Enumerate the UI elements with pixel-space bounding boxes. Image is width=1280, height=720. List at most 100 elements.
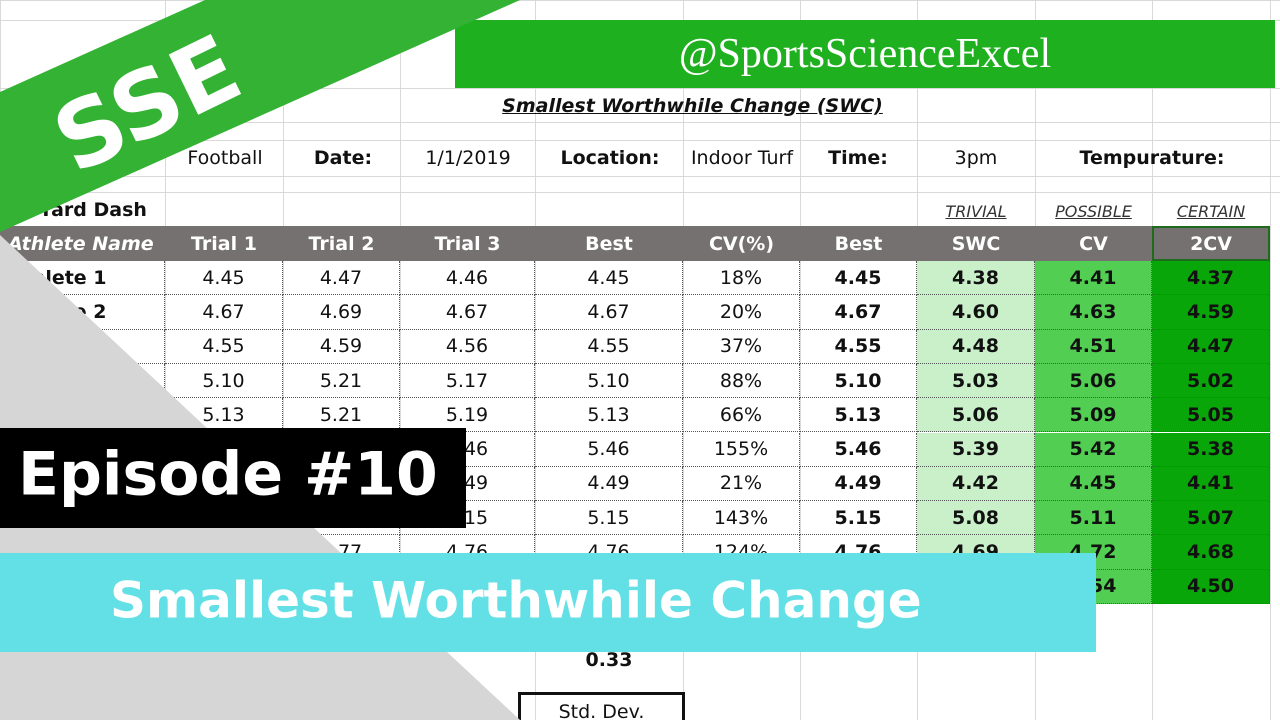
value-cell: 5.39 <box>917 432 1035 467</box>
value-cell: 88% <box>683 363 800 399</box>
grid-line <box>0 192 1280 193</box>
header-cell: Athlete Name <box>8 232 154 255</box>
value-cell: 155% <box>683 432 800 467</box>
info-text: 3pm <box>954 147 998 169</box>
value-cell: 4.59 <box>283 329 400 364</box>
value-cell: 4.50 <box>1152 569 1270 604</box>
value-cell: 4.55 <box>535 329 683 364</box>
value-cell: 5.09 <box>1035 398 1152 433</box>
info-text: Date: <box>313 147 373 169</box>
value-cell: 5.13 <box>800 398 917 433</box>
info-text: Indoor Turf <box>690 147 794 169</box>
header-cell: Trial 2 <box>308 232 375 255</box>
value-cell: 5.06 <box>1035 363 1152 399</box>
value-cell: 5.10 <box>535 363 683 399</box>
header-cell: SWC <box>951 232 1001 255</box>
value-cell: 4.51 <box>1035 329 1152 364</box>
header-cell: Best <box>834 232 883 255</box>
info-text: 1/1/2019 <box>425 147 511 169</box>
header-cell: Trial 3 <box>434 232 501 255</box>
topic-band <box>0 553 1096 652</box>
info-text: Time: <box>828 147 888 169</box>
value-cell: 5.38 <box>1152 432 1270 467</box>
value-cell: 4.41 <box>1035 261 1152 296</box>
value-cell: 4.45 <box>535 261 683 296</box>
value-cell: 4.47 <box>283 261 400 296</box>
level-label: TRIVIAL <box>945 201 1007 221</box>
episode-text: Episode #10 <box>18 440 438 510</box>
value-cell: 4.49 <box>800 466 917 502</box>
info-text: Football <box>187 147 263 169</box>
value-cell: 4.49 <box>535 466 683 502</box>
value-cell: 4.45 <box>165 261 283 296</box>
value-cell: 5.19 <box>400 398 535 433</box>
value-cell: 5.03 <box>917 363 1035 399</box>
value-cell: 4.67 <box>535 295 683 330</box>
green-band <box>0 0 520 232</box>
value-cell: 4.68 <box>1152 535 1270 570</box>
value-cell: 66% <box>683 398 800 433</box>
grid-line <box>0 0 1280 1</box>
episode-box <box>0 428 466 528</box>
value-cell: 4.46 <box>400 261 535 296</box>
grid-line <box>0 88 1280 89</box>
value-cell: 5.15 <box>800 501 917 536</box>
grid-line <box>165 0 166 720</box>
value-cell: 4.47 <box>1152 329 1270 364</box>
value-cell: 5.13 <box>535 398 683 433</box>
selected-cell <box>1152 226 1270 261</box>
summary-value: 0.33 <box>585 649 633 671</box>
value-cell: 5.46 <box>800 432 917 467</box>
value-cell: 37% <box>683 329 800 364</box>
banner: @SportsScienceExcel <box>455 20 1275 88</box>
value-cell: 4.55 <box>800 329 917 364</box>
value-cell: 4.56 <box>400 329 535 364</box>
value-cell: 5.46 <box>535 432 683 467</box>
value-cell: 5.17 <box>400 363 535 399</box>
grid-line <box>0 122 1280 123</box>
std-label: Std. Dev. <box>518 692 685 720</box>
value-cell: 4.63 <box>1035 295 1152 330</box>
grid-line <box>0 140 1280 141</box>
value-cell: 4.48 <box>917 329 1035 364</box>
value-cell: 5.21 <box>283 363 400 399</box>
grid-line <box>1270 0 1271 720</box>
subtitle: Smallest Worthwhile Change (SWC) <box>502 95 883 117</box>
value-cell: 4.55 <box>165 329 283 364</box>
grid-line <box>283 0 284 720</box>
grid-line <box>683 0 684 720</box>
value-cell: 21% <box>683 466 800 502</box>
value-cell: 5.07 <box>1152 501 1270 536</box>
info-text: Tempurature: <box>1079 147 1225 169</box>
value-cell: 5.42 <box>1035 432 1152 467</box>
value-cell: 5.06 <box>917 398 1035 433</box>
value-cell: 5.05 <box>1152 398 1270 433</box>
level-label: CERTAIN <box>1176 201 1246 221</box>
grid-line <box>0 176 1280 177</box>
value-cell: 4.69 <box>283 295 400 330</box>
topic-text: Smallest Worthwhile Change <box>110 572 922 630</box>
level-label: POSSIBLE <box>1055 201 1132 221</box>
value-cell: 4.59 <box>1152 295 1270 330</box>
value-cell: 5.11 <box>1035 501 1152 536</box>
value-cell: 4.37 <box>1152 261 1270 296</box>
value-cell: 20% <box>683 295 800 330</box>
value-cell: 4.67 <box>800 295 917 330</box>
value-cell: 4.45 <box>1035 466 1152 502</box>
value-cell: 4.67 <box>400 295 535 330</box>
header-cell: CV <box>1079 232 1108 255</box>
value-cell: 5.10 <box>165 363 283 399</box>
value-cell: 5.02 <box>1152 363 1270 399</box>
grid-line <box>400 0 401 720</box>
header-cell: CV(%) <box>708 232 775 255</box>
value-cell: 5.15 <box>535 501 683 536</box>
value-cell: 5.10 <box>800 363 917 399</box>
value-cell: 143% <box>683 501 800 536</box>
header-cell: Trial 1 <box>191 232 257 255</box>
value-cell: 4.41 <box>1152 466 1270 502</box>
value-cell: 4.45 <box>800 261 917 296</box>
grid-line <box>800 0 801 720</box>
value-cell: 4.60 <box>917 295 1035 330</box>
